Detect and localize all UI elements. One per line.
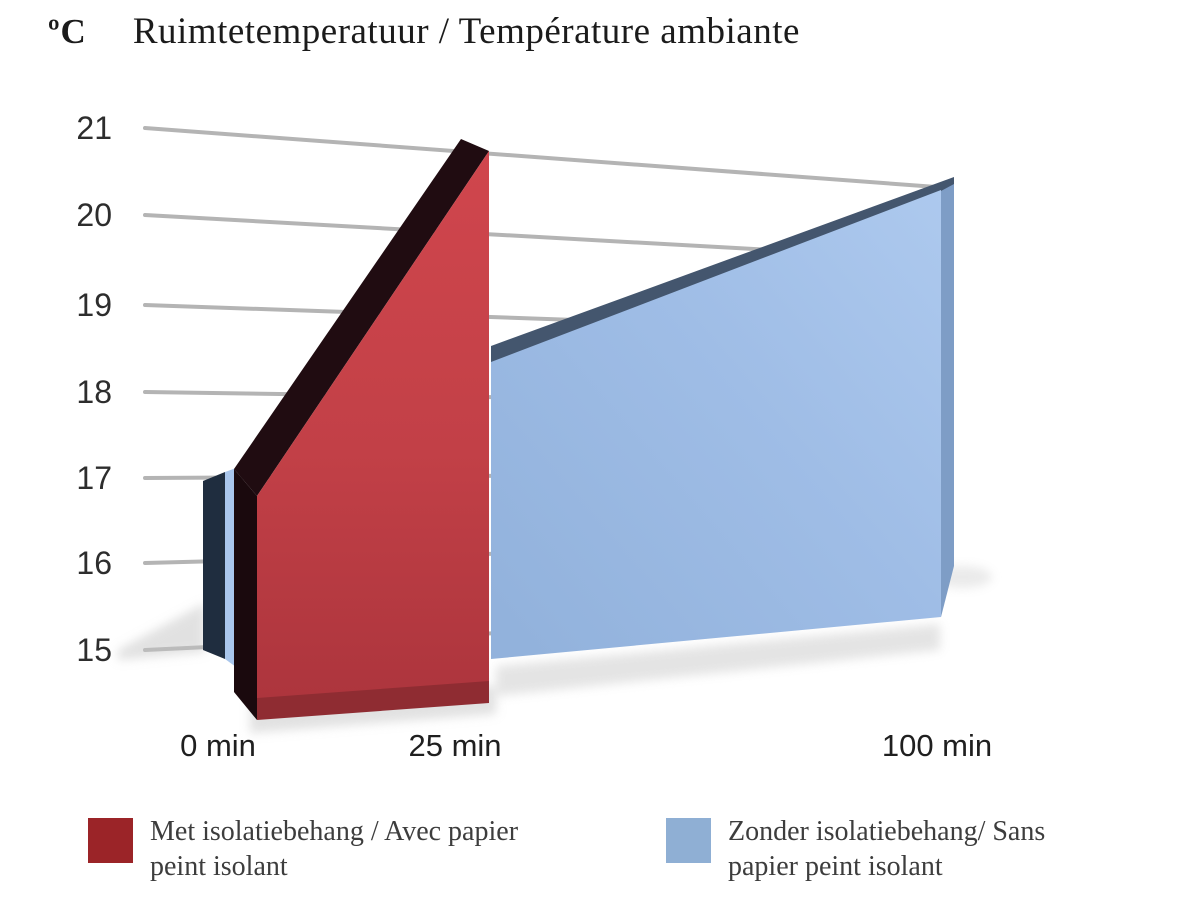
red-front-face [257,151,489,698]
legend-item-met-isolatiebehang: Met isolatiebehang / Avec papier peint i… [88,814,518,884]
legend-item-zonder-isolatiebehang: Zonder isolatiebehang/ Sans papier peint… [666,814,1045,884]
x-tick-25min: 25 min [408,728,502,763]
y-tick-16: 16 [76,545,112,581]
legend-label-line2: papier peint isolant [728,851,943,882]
red-top-side-face [234,139,489,496]
legend-label: Zonder isolatiebehang/ Sans papier peint… [728,814,1045,884]
y-tick-15: 15 [76,632,112,668]
blue-top-edge [491,177,954,363]
y-tick-20: 20 [76,197,112,233]
legend-swatch-blue [666,818,711,863]
chart-title-row: ºC Ruimtetemperatuur / Température ambia… [48,10,800,53]
page-title: Ruimtetemperatuur / Température ambiante [132,11,800,52]
legend-label-line1: Met isolatiebehang / Avec papier [150,816,519,847]
x-tick-100min: 100 min [881,728,993,763]
y-tick-19: 19 [76,287,112,323]
red-bottom-face [257,680,489,720]
y-axis-unit-label: ºC [48,12,87,51]
blue-front-face [491,190,941,659]
legend-label-line2: peint isolant [150,851,288,882]
y-tick-18: 18 [76,374,112,410]
blue-right-side-face [941,184,954,617]
blue-front-sliver [225,468,236,667]
series-blue-shape [203,177,954,667]
x-tick-0min: 0 min [180,728,256,763]
y-tick-17: 17 [76,460,112,496]
blue-left-side-face [203,472,225,659]
legend-swatch-red [88,818,133,863]
series-red-shape [234,139,489,720]
red-left-side-face [234,469,257,720]
y-tick-21: 21 [76,110,112,146]
legend-label-line1: Zonder isolatiebehang/ Sans [728,816,1046,847]
legend-label: Met isolatiebehang / Avec papier peint i… [150,814,518,884]
